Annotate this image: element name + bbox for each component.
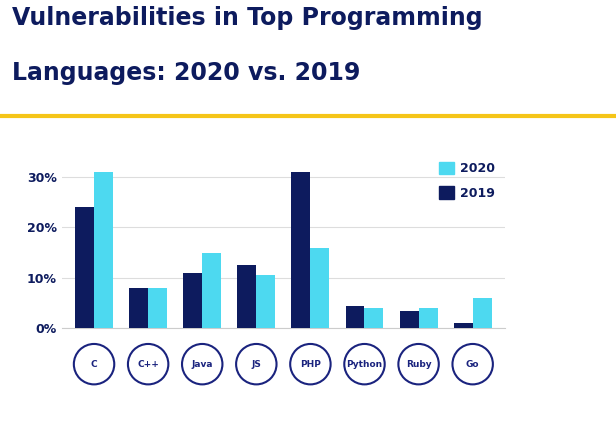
Text: Languages: 2020 vs. 2019: Languages: 2020 vs. 2019 [12, 61, 361, 85]
Text: Python: Python [346, 360, 383, 369]
Bar [346, 306, 365, 328]
Bar [419, 308, 437, 328]
Bar [75, 207, 94, 328]
Bar [237, 265, 256, 328]
Bar [310, 248, 330, 328]
Bar [472, 298, 492, 328]
Bar [365, 308, 383, 328]
Bar [400, 311, 419, 328]
Text: C++: C++ [137, 360, 159, 369]
Text: Go: Go [466, 360, 479, 369]
Text: JS: JS [251, 360, 261, 369]
Bar [202, 253, 221, 328]
Text: C: C [91, 360, 97, 369]
Text: Ruby: Ruby [406, 360, 431, 369]
Bar [291, 172, 310, 328]
Bar [454, 323, 472, 328]
Bar [256, 275, 275, 328]
Bar [129, 288, 148, 328]
Text: PHP: PHP [300, 360, 321, 369]
Legend: 2020, 2019: 2020, 2019 [435, 158, 499, 204]
Bar [148, 288, 167, 328]
Text: Vulnerabilities in Top Programming: Vulnerabilities in Top Programming [12, 6, 483, 30]
Text: Java: Java [192, 360, 213, 369]
Bar [94, 172, 113, 328]
Bar [184, 273, 202, 328]
